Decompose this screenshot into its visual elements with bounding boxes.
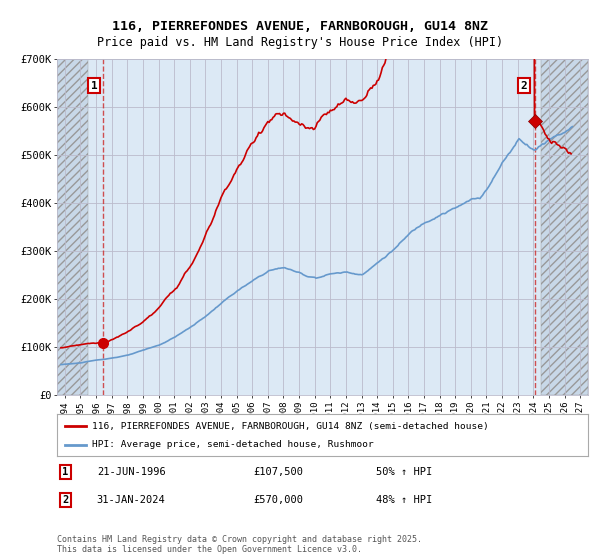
Text: 116, PIERREFONDES AVENUE, FARNBOROUGH, GU14 8NZ: 116, PIERREFONDES AVENUE, FARNBOROUGH, G… [112,20,488,32]
Text: 31-JAN-2024: 31-JAN-2024 [97,496,166,505]
Text: Price paid vs. HM Land Registry's House Price Index (HPI): Price paid vs. HM Land Registry's House … [97,36,503,49]
Bar [57,59,88,395]
Text: HPI: Average price, semi-detached house, Rushmoor: HPI: Average price, semi-detached house,… [92,440,373,449]
Text: £107,500: £107,500 [253,467,304,477]
Text: 2: 2 [62,496,68,505]
Text: 50% ↑ HPI: 50% ↑ HPI [376,467,432,477]
Text: 116, PIERREFONDES AVENUE, FARNBOROUGH, GU14 8NZ (semi-detached house): 116, PIERREFONDES AVENUE, FARNBOROUGH, G… [92,422,488,431]
Text: 48% ↑ HPI: 48% ↑ HPI [376,496,432,505]
Text: 1: 1 [62,467,68,477]
Text: 1: 1 [91,81,97,91]
Bar [541,59,588,395]
Text: 2: 2 [520,81,527,91]
Text: £570,000: £570,000 [253,496,304,505]
Text: 21-JUN-1996: 21-JUN-1996 [97,467,166,477]
Text: Contains HM Land Registry data © Crown copyright and database right 2025.
This d: Contains HM Land Registry data © Crown c… [57,535,422,554]
